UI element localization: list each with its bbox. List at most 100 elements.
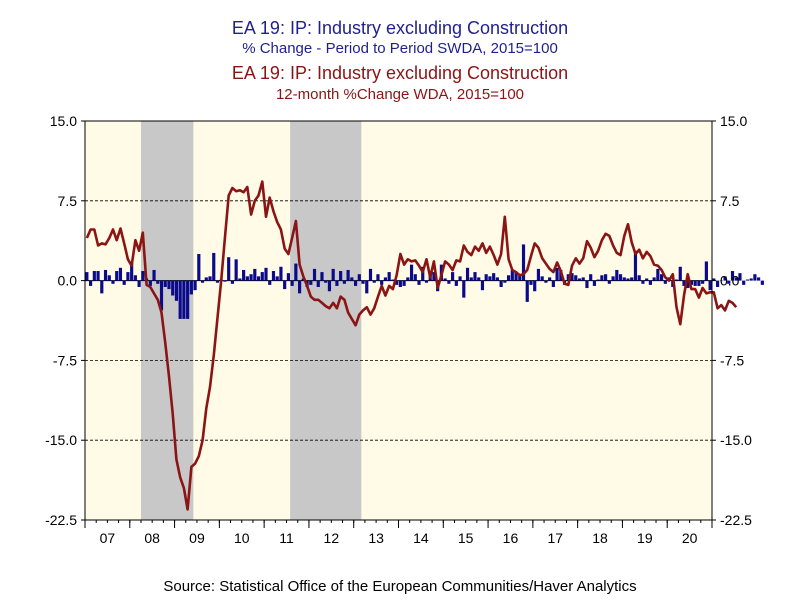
- bar-mom-change: [395, 280, 399, 285]
- bar-mom-change: [96, 271, 100, 281]
- bar-mom-change: [133, 275, 137, 281]
- bar-mom-change: [350, 277, 354, 281]
- bar-mom-change: [581, 277, 585, 281]
- bar-mom-change: [298, 280, 302, 294]
- bar-mom-change: [309, 280, 313, 285]
- bar-mom-change: [600, 275, 604, 281]
- bar-mom-change: [342, 280, 346, 284]
- bar-mom-change: [126, 272, 130, 281]
- bar-mom-change: [402, 280, 406, 286]
- bar-mom-change: [424, 280, 429, 283]
- bar-mom-change: [447, 280, 451, 284]
- y-tick-label-right: 7.5: [720, 193, 740, 209]
- bar-mom-change: [604, 274, 608, 281]
- x-tick-label: 20: [682, 530, 698, 546]
- bar-mom-change: [409, 264, 414, 281]
- bar-mom-change: [152, 269, 156, 281]
- bar-mom-change: [443, 278, 447, 281]
- bar-mom-change: [503, 280, 507, 283]
- bar-mom-change: [316, 280, 320, 287]
- bar-mom-change: [495, 277, 499, 281]
- x-tick-label: 10: [234, 530, 250, 546]
- bar-mom-change: [115, 271, 119, 281]
- bar-mom-change: [204, 277, 208, 281]
- bar-mom-change: [589, 274, 593, 281]
- bar-mom-change: [745, 279, 750, 281]
- bar-mom-change: [730, 271, 735, 281]
- bar-mom-change: [451, 272, 455, 281]
- bar-mom-change: [618, 274, 623, 281]
- bar-mom-change: [107, 275, 111, 281]
- y-tick-label-left: -22.5: [45, 512, 77, 528]
- bar-mom-change: [454, 280, 458, 286]
- bar-mom-change: [611, 276, 615, 281]
- bar-mom-change: [529, 280, 533, 285]
- y-tick-label-right: 0.0: [720, 273, 740, 289]
- bar-mom-change: [327, 280, 332, 292]
- bar-mom-change: [641, 280, 645, 284]
- bar-mom-change: [417, 280, 421, 285]
- bar-mom-change: [212, 252, 216, 281]
- x-tick-label: 11: [279, 530, 294, 546]
- bar-mom-change: [533, 280, 537, 292]
- x-tick-label: 17: [547, 530, 563, 546]
- bar-mom-change: [663, 280, 667, 284]
- bar-mom-change: [645, 278, 649, 281]
- bar-mom-change: [689, 280, 694, 285]
- bar-mom-change: [506, 275, 511, 281]
- bar-mom-change: [279, 266, 283, 281]
- bar-mom-change: [391, 279, 395, 281]
- bar-mom-change: [346, 269, 350, 281]
- y-tick-label-left: 0.0: [58, 273, 78, 289]
- bar-mom-change: [148, 280, 152, 286]
- source-note: Source: Statistical Office of the Europe…: [163, 578, 637, 595]
- bar-mom-change: [757, 277, 761, 281]
- bar-mom-change: [156, 280, 160, 284]
- bar-mom-change: [510, 269, 514, 281]
- bar-mom-change: [141, 271, 145, 281]
- recession-band: [290, 121, 362, 520]
- bar-mom-change: [626, 278, 630, 281]
- bar-mom-change: [163, 280, 167, 287]
- bar-mom-change: [607, 280, 611, 284]
- bar-mom-change: [268, 280, 272, 285]
- bar-mom-change: [585, 280, 589, 289]
- bar-mom-change: [615, 269, 619, 281]
- bar-mom-change: [234, 259, 238, 281]
- bar-mom-change: [742, 280, 746, 285]
- bar-mom-change: [555, 267, 559, 281]
- bar-mom-change: [637, 275, 641, 281]
- bar-mom-change: [488, 276, 492, 281]
- x-tick-label: 16: [503, 530, 519, 546]
- y-tick-label-right: -15.0: [720, 432, 752, 448]
- bar-mom-change: [118, 267, 123, 281]
- bar-mom-change: [727, 280, 731, 284]
- bar-mom-change: [421, 266, 425, 281]
- bar-mom-change: [103, 269, 108, 281]
- bar-mom-change: [592, 280, 597, 286]
- bar-mom-change: [182, 280, 186, 319]
- x-tick-label: 14: [413, 530, 429, 546]
- bar-mom-change: [368, 268, 373, 281]
- bar-mom-change: [734, 277, 738, 281]
- bar-mom-change: [521, 244, 526, 281]
- bar-mom-change: [324, 280, 328, 283]
- bar-mom-change: [189, 280, 193, 295]
- bar-mom-change: [137, 280, 141, 287]
- bar-mom-change: [596, 279, 600, 281]
- bar-mom-change: [398, 280, 402, 287]
- bar-mom-change: [256, 276, 261, 281]
- bar-mom-change: [686, 280, 690, 289]
- bar-mom-change: [361, 280, 365, 284]
- y-tick-label-left: 7.5: [58, 193, 78, 209]
- bar-mom-change: [719, 280, 723, 282]
- bar-mom-change: [566, 274, 570, 281]
- chart-subtitle-series-2: 12-month %Change WDA, 2015=100: [275, 86, 525, 103]
- bar-mom-change: [652, 277, 656, 281]
- bar-mom-change: [682, 280, 686, 286]
- x-tick-label: 19: [637, 530, 653, 546]
- bar-mom-change: [85, 272, 89, 281]
- bar-mom-change: [708, 280, 712, 291]
- bar-mom-change: [290, 280, 294, 286]
